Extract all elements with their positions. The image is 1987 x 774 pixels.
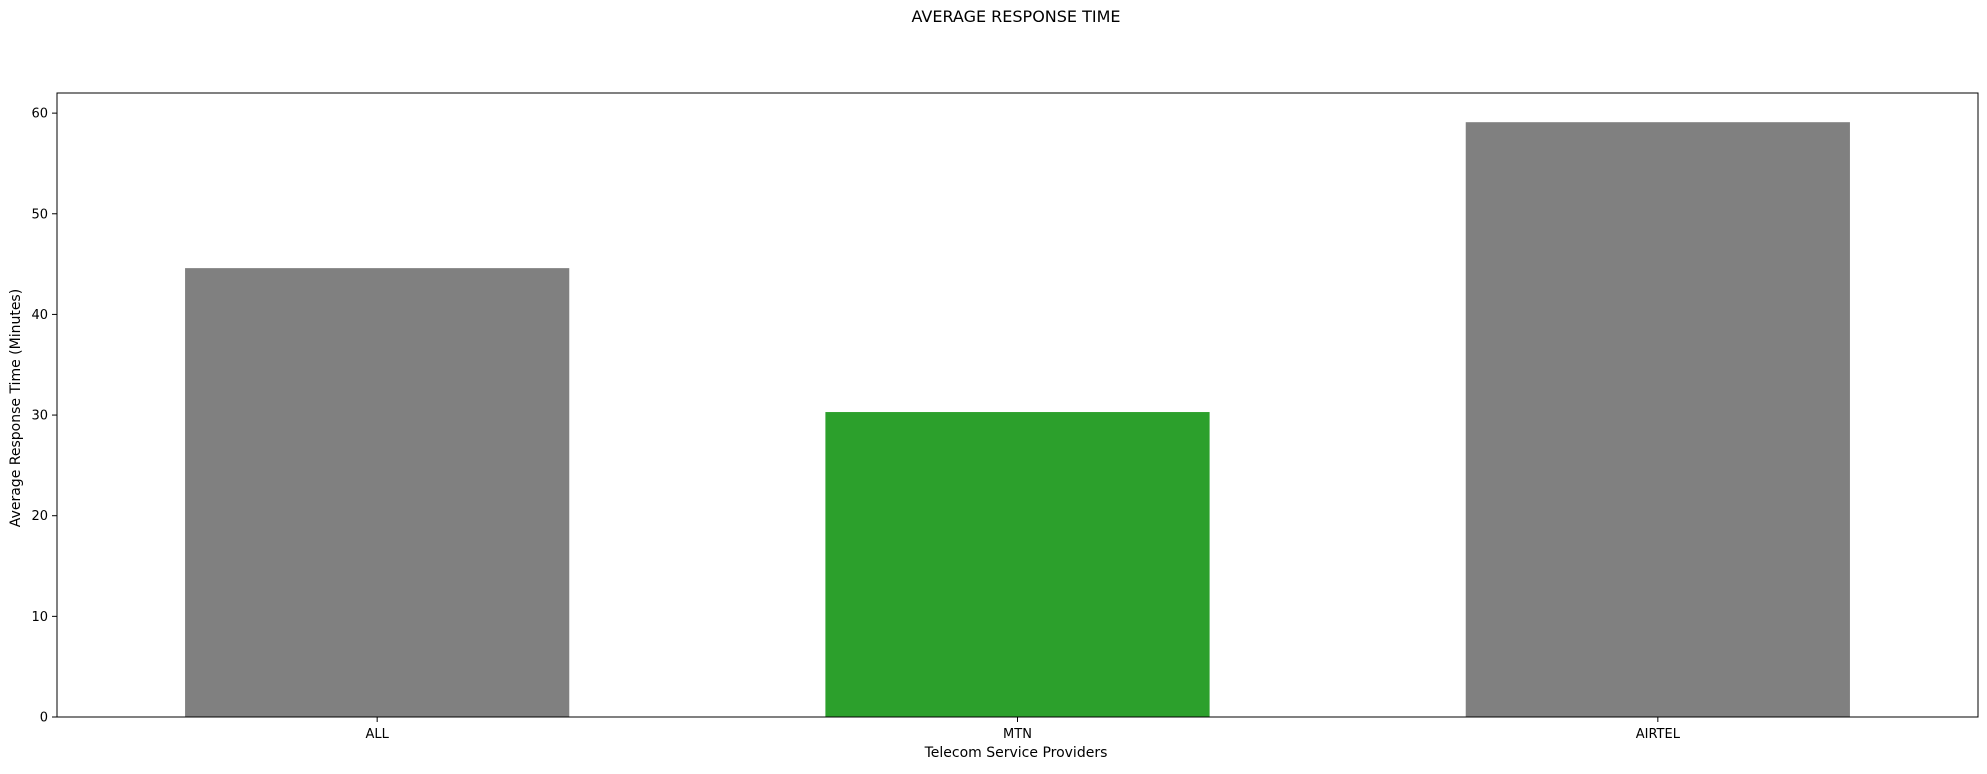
y-axis-label: Average Response Time (Minutes)	[8, 289, 24, 527]
y-tick-label: 0	[40, 711, 48, 726]
x-tick-label: AIRTEL	[1636, 727, 1681, 742]
bar-airtel	[1465, 122, 1850, 718]
y-tick-label: 20	[31, 509, 48, 524]
chart-title: AVERAGE RESPONSE TIME	[911, 7, 1120, 26]
y-tick-label: 60	[31, 107, 48, 122]
y-tick-label: 50	[31, 207, 48, 222]
y-axis-ticks: 0 10 20 30 40 50 60	[31, 107, 57, 726]
bars-group	[185, 122, 1850, 718]
plot-frame	[56, 92, 1979, 718]
bar-mtn	[825, 412, 1210, 717]
y-tick-label: 30	[31, 409, 48, 424]
y-tick-label: 10	[31, 610, 48, 625]
x-tick-label: MTN	[1003, 727, 1032, 742]
y-tick-label: 40	[31, 308, 48, 323]
x-axis-ticks: ALL MTN AIRTEL	[365, 717, 1681, 742]
bar-all	[185, 268, 570, 717]
x-tick-label: ALL	[365, 727, 389, 742]
x-axis-label: Telecom Service Providers	[924, 745, 1108, 761]
